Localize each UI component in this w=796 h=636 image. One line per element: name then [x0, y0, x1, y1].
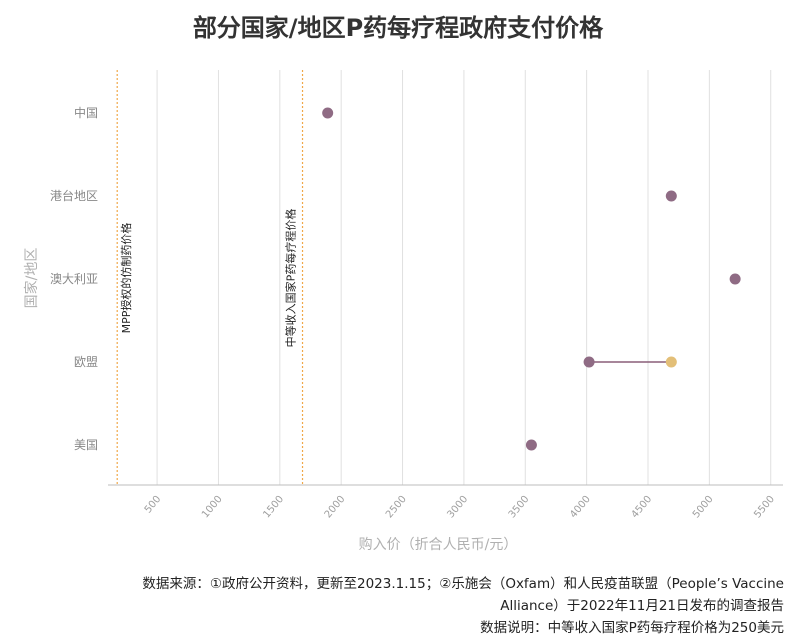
- x-tick-label: 3500: [507, 494, 532, 521]
- x-tick-label: 2500: [384, 494, 409, 521]
- data-points: [322, 107, 741, 451]
- source-line-1: 数据来源：①政府公开资料，更新至2023.1.15；②乐施会（Oxfam）和人民…: [142, 576, 784, 592]
- source-line-2: Alliance）于2022年11月21日发布的调查报告: [500, 598, 784, 614]
- y-category-label: 澳大利亚: [50, 272, 98, 286]
- data-point: [729, 273, 741, 285]
- data-point: [665, 356, 677, 368]
- x-tick-label: 2000: [323, 494, 348, 521]
- y-category-label: 欧盟: [74, 355, 98, 369]
- x-tick-label: 5000: [691, 494, 716, 521]
- y-category-label: 港台地区: [50, 188, 98, 203]
- data-point: [525, 439, 537, 451]
- x-tick-label: 1000: [200, 494, 225, 521]
- x-tick-label: 1500: [261, 494, 286, 521]
- reference-line-label: MPP授权的仿制药价格: [119, 223, 133, 334]
- data-point: [583, 356, 595, 368]
- x-tick-label: 5500: [752, 494, 777, 521]
- x-tick-label: 4500: [630, 494, 655, 521]
- x-tick-label: 4000: [568, 494, 593, 521]
- axes: 500 1000 1500 2000 2500 3000 3500 4000 4500 5000 5…: [50, 105, 783, 520]
- data-point: [665, 190, 677, 202]
- data-point: [322, 107, 334, 119]
- data-note: 数据说明：中等收入国家P药每疗程价格为250美元: [480, 620, 784, 636]
- reference-line-label: 中等收入国家P药每疗程价格: [284, 209, 298, 348]
- grid-layer: [156, 70, 772, 485]
- y-category-label: 中国: [74, 105, 98, 120]
- y-category-label: 美国: [74, 438, 98, 452]
- x-tick-label: 500: [143, 494, 164, 516]
- x-tick-label: 3000: [445, 494, 470, 521]
- y-axis-title: 国家/地区: [23, 248, 40, 309]
- x-axis-title: 购入价（折合人民币/元）: [359, 537, 518, 553]
- chart-title: 部分国家/地区P药每疗程政府支付价格: [192, 14, 604, 42]
- reference-lines: MPP授权的仿制药价格 中等收入国家P药每疗程价格: [116, 70, 304, 485]
